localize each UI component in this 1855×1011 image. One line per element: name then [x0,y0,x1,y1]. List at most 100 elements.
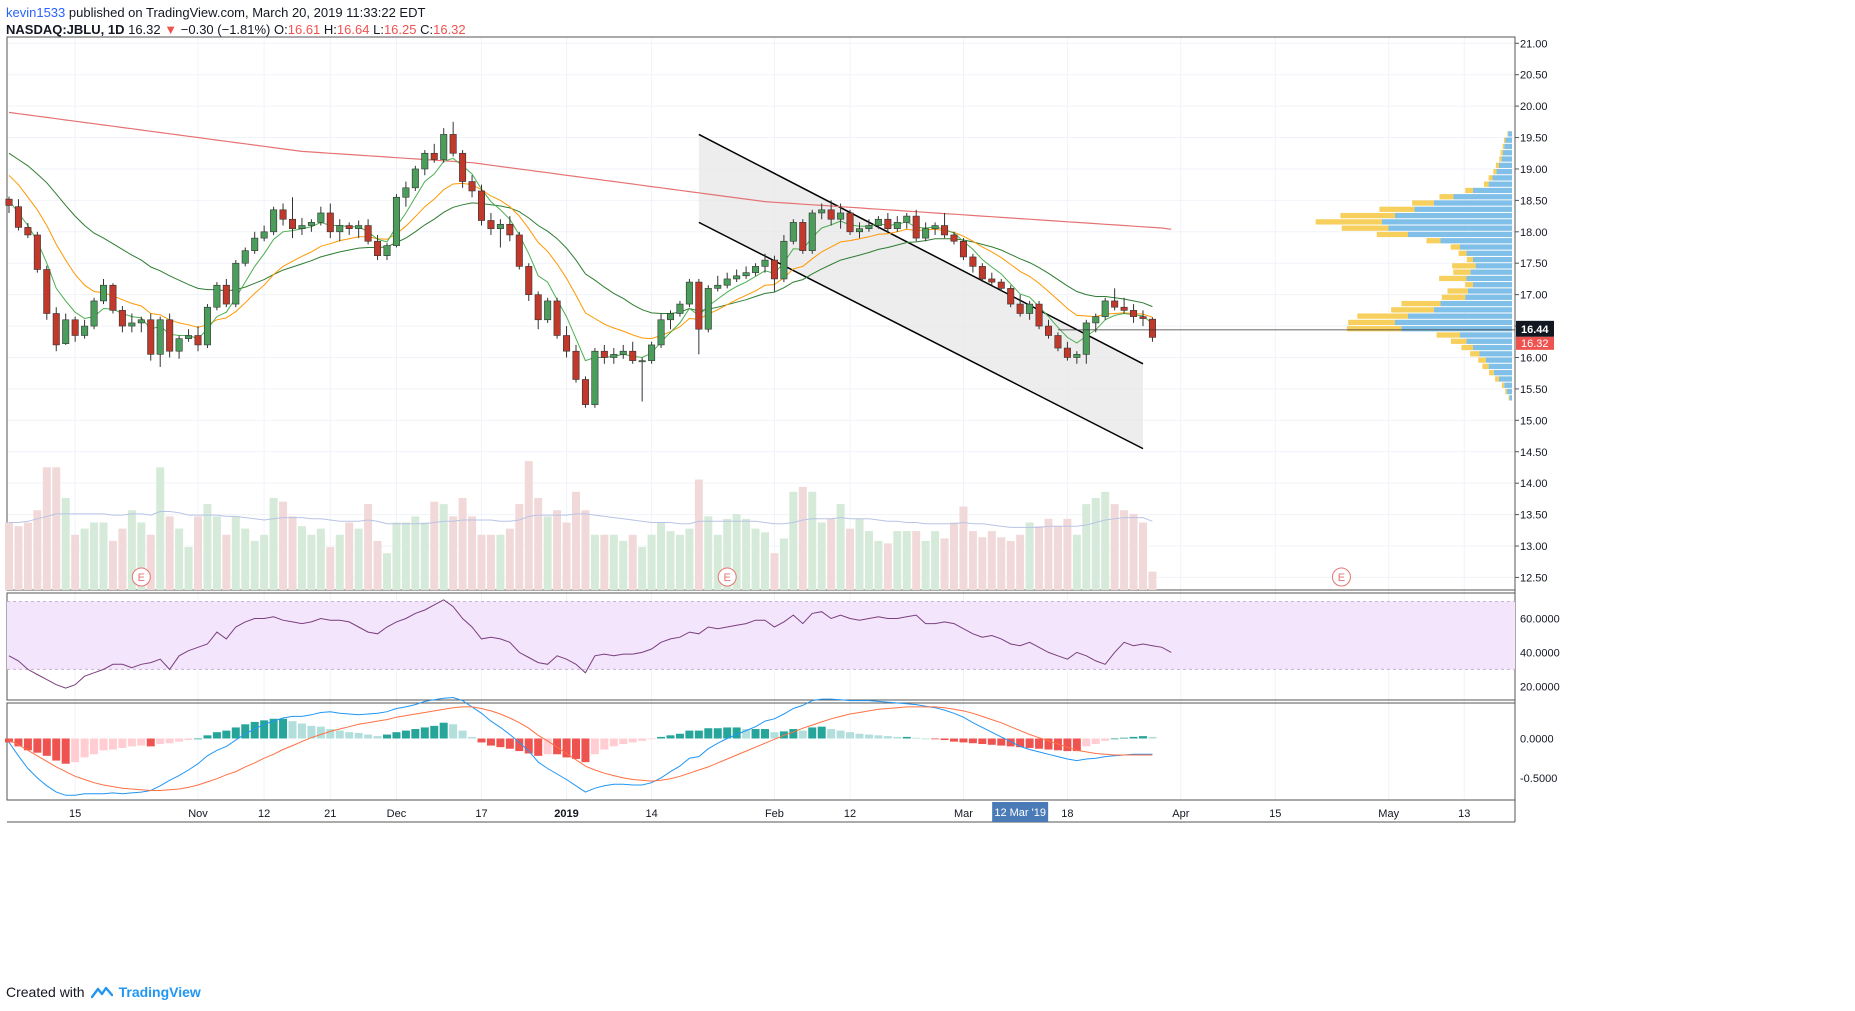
volume-bar [647,534,656,590]
volume-bar [364,504,373,590]
candle-up [62,319,70,344]
vp-down-bar [1412,200,1434,206]
change-arrow-icon: ▼ [164,22,178,37]
macd-histogram-bar [269,718,278,739]
grid-lines [7,37,1515,800]
candle-down [581,379,589,405]
time-axis[interactable]: 15 Nov 12 21 Dec 17 2019 14 Feb 12 Mar 18 Apr 15 May 13… [69,802,1470,822]
macd-histogram-bar [940,738,949,741]
candle-down [71,319,79,336]
volume-bar [931,531,940,590]
volume-bar [685,528,694,590]
vp-up-bar [1440,300,1512,307]
candle-up [496,223,504,229]
volume-bar [789,491,798,590]
candle-down [799,222,807,251]
vp-down-bar [1340,212,1395,219]
time-tick-label: 21 [324,808,336,820]
macd-histogram-bar [1101,738,1110,741]
volume-bar [23,522,32,590]
price-tick-label: 20.50 [1520,70,1548,82]
volume-bar [184,547,193,590]
volume-bar [524,461,533,590]
candle-down [288,218,296,229]
macd-histogram-bar [921,738,930,740]
macd-tick-label: -0.5000 [1520,773,1557,785]
candle-up [137,319,145,324]
last-price-label: 16.44 [1521,324,1549,336]
macd-histogram-bar [761,729,769,739]
time-tick-label: 12 [258,808,270,820]
close-price-label: 16.32 [1521,338,1549,350]
macd-histogram-bar [411,729,420,739]
high-value: 16.64 [336,22,370,37]
candle-up [685,281,693,305]
vp-down-bar [1507,131,1509,137]
vp-up-bar [1496,168,1512,175]
tradingview-brand[interactable]: TradingView [118,984,201,1000]
volume-bar [666,531,675,590]
candle-up [1101,300,1109,317]
candle-up [440,134,448,160]
price-tick-label: 21.00 [1520,38,1548,50]
vp-up-bar [1473,256,1512,263]
vp-up-bar [1473,282,1512,288]
candle-down [884,218,892,229]
vp-up-bar [1414,206,1512,212]
volume-bar [137,522,146,590]
macd-histogram-bar [307,725,316,739]
macd-histogram-bar [458,730,467,739]
macd-histogram-bar [524,738,533,754]
volume-bar [836,504,845,590]
time-tick-label: 2019 [554,808,578,820]
candle-up [251,237,259,251]
macd-histogram-bar [902,736,911,739]
candle-up [421,152,429,170]
ma-long-line [8,111,1172,230]
volume-bar [572,491,580,590]
candle-down [988,278,996,283]
candle-up [128,322,136,327]
vp-down-bar [1426,238,1441,244]
vp-up-bar [1508,131,1512,137]
volume-bar [326,547,335,590]
vp-up-bar [1382,219,1512,225]
candle-down [364,225,372,242]
vp-up-bar [1460,332,1512,338]
ohlc-line: NASDAQ:JBLU, 1D 16.32 ▼ −0.30 (−1.81%) O… [6,21,466,38]
vp-down-bar [1465,187,1473,194]
volume-bar [194,516,202,590]
time-tick-label: Nov [188,808,208,820]
macd-histogram-bar [553,738,562,755]
price-tick-label: 12.50 [1520,572,1548,584]
volume-bar [1044,518,1053,590]
author-link[interactable]: kevin1533 [6,5,66,20]
volume-bar [420,522,429,590]
candle-up [903,215,911,223]
volume-bar [940,538,949,590]
vp-up-bar [1466,250,1512,256]
candle-up [855,228,863,233]
candle-up [931,225,939,229]
candle-up [392,196,400,246]
price-axis[interactable]: 21.00 20.50 20.00 19.50 19.00 18.50 18.00 17.50… [1515,38,1560,785]
vp-up-bar [1492,175,1512,181]
macd-histogram-bar [175,738,184,742]
candle-down [52,313,60,346]
symbol-label[interactable]: NASDAQ:JBLU, 1D [6,22,125,37]
macd-histogram-bar [1110,738,1119,740]
macd-histogram-bar [675,733,684,739]
candle-down [487,220,495,229]
candle-up [100,284,108,302]
vp-down-bar [1500,150,1503,156]
volume-bar [307,534,316,590]
volume-bar [241,528,250,590]
rsi-band-fill [7,601,1515,670]
time-tick-label: Feb [765,808,784,820]
candle-down [827,209,835,220]
candle-down [194,335,202,346]
macd-histogram-bar [732,727,741,739]
vp-down-bar [1439,194,1454,200]
